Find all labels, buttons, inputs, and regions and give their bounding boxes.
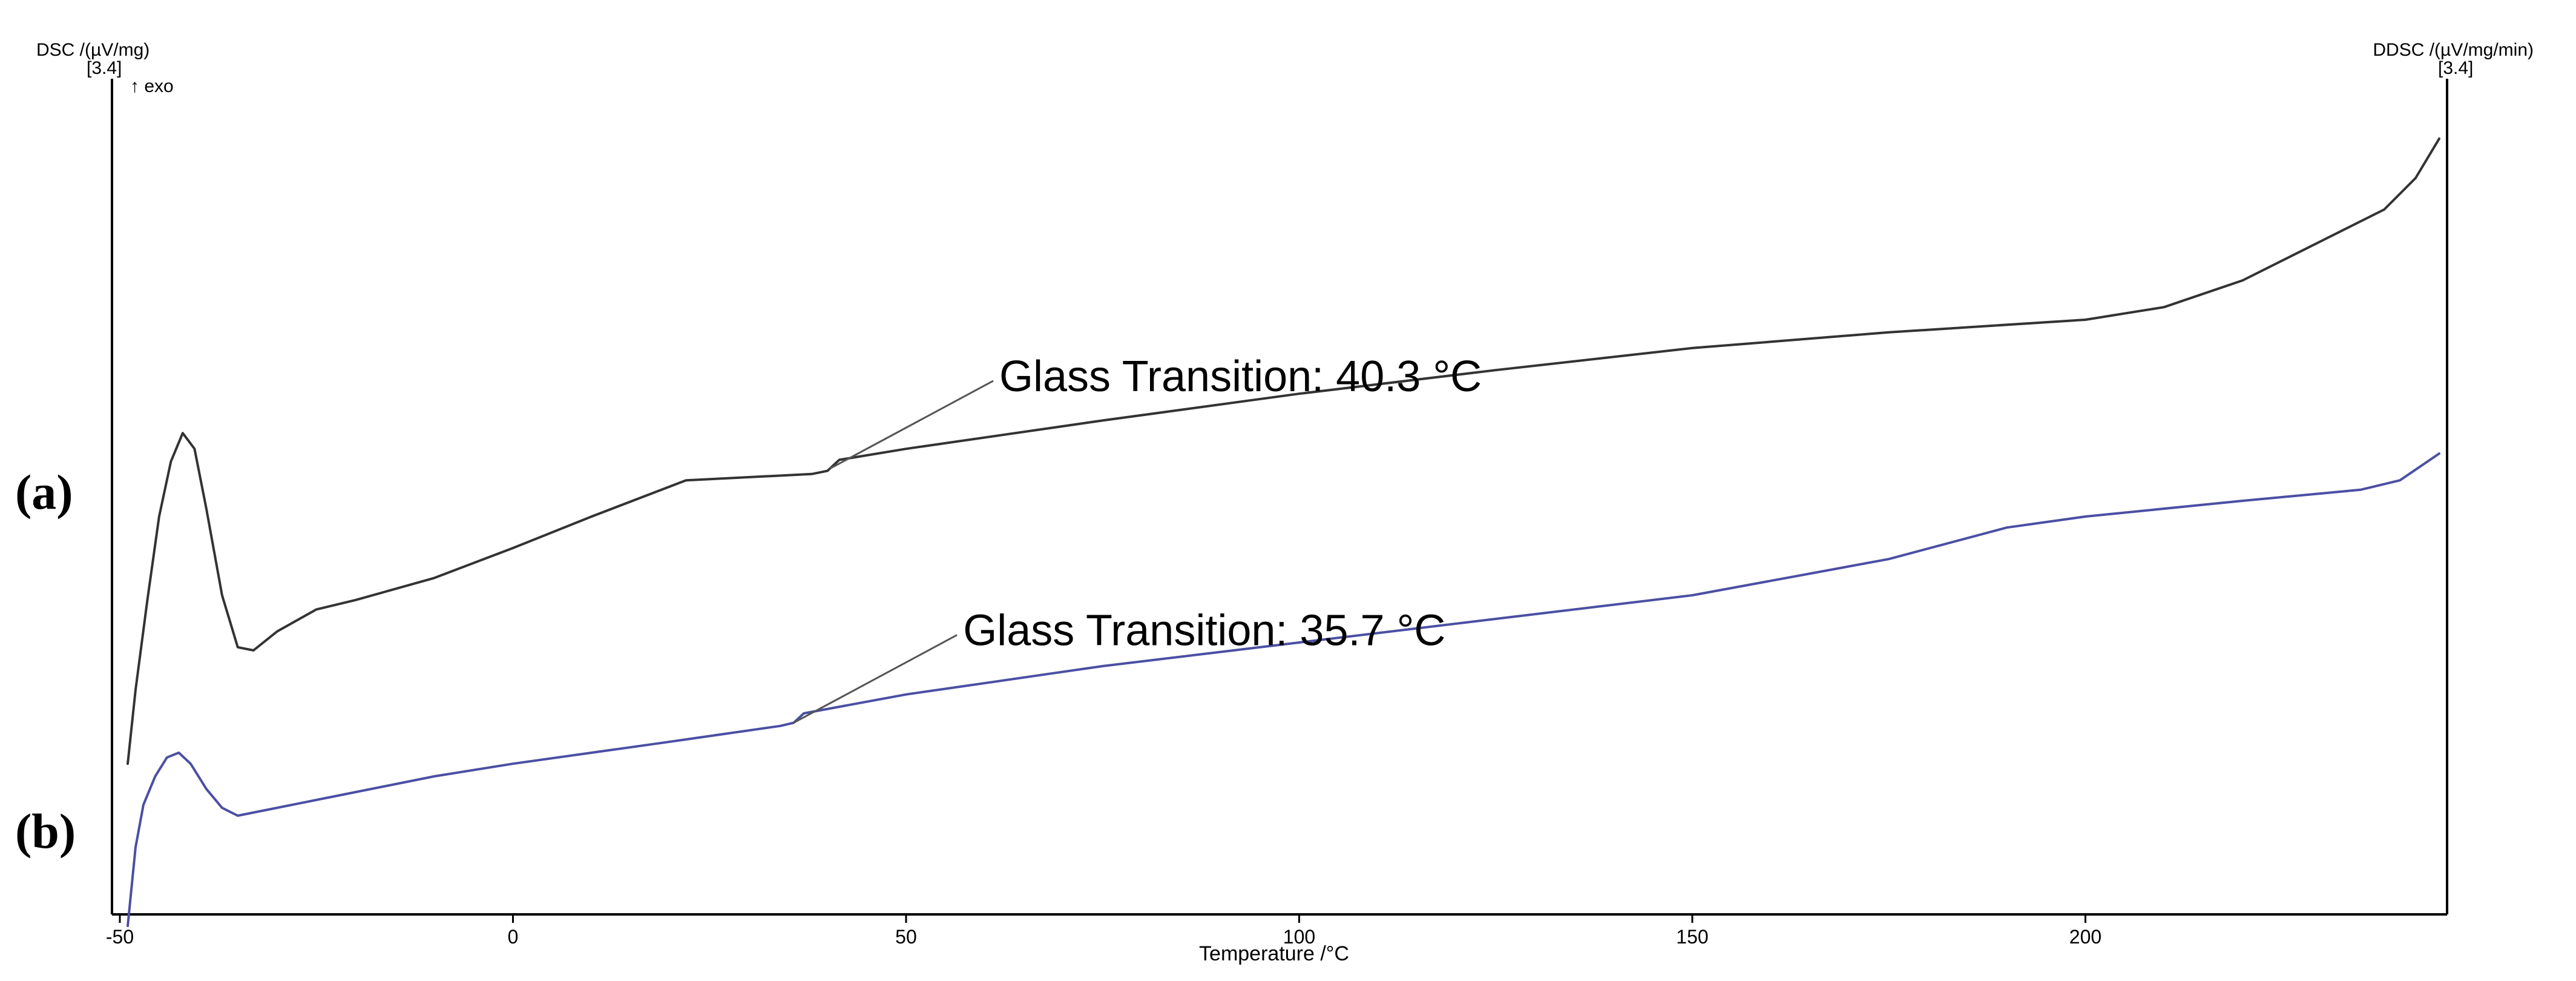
x-axis-ticks: -50 0 50 100 150 200 bbox=[106, 914, 2101, 948]
left-axis-scale: [3.4] bbox=[87, 58, 122, 78]
right-axis-scale: [3.4] bbox=[2438, 58, 2473, 78]
x-tick-label-4: 150 bbox=[1676, 926, 1708, 948]
series-layer bbox=[126, 137, 2440, 927]
series-line-b bbox=[126, 452, 2440, 927]
x-tick-label-3: 100 bbox=[1283, 926, 1315, 948]
panel-label-b: (b) bbox=[15, 804, 76, 859]
x-tick-label-5: 200 bbox=[2069, 926, 2101, 948]
annotation-layer: Glass Transition: 40.3 °C Glass Transitio… bbox=[793, 352, 1482, 724]
x-tick-label-2: 50 bbox=[895, 926, 917, 948]
panel-label-a: (a) bbox=[15, 464, 73, 520]
annotation-leader-b bbox=[793, 634, 958, 724]
x-tick-label-1: 0 bbox=[508, 926, 519, 948]
annotation-label-b: Glass Transition: 35.7 °C bbox=[963, 607, 1445, 655]
annotation-leader-a bbox=[829, 380, 994, 470]
x-tick-label-0: -50 bbox=[106, 926, 134, 948]
annotation-label-a: Glass Transition: 40.3 °C bbox=[999, 352, 1482, 401]
x-axis-title: Temperature /°C bbox=[1199, 942, 1349, 965]
left-axis-title: DSC /(µV/mg) bbox=[36, 40, 150, 60]
exo-marker: ↑ exo bbox=[130, 76, 174, 96]
right-axis-title: DDSC /(µV/mg/min) bbox=[2373, 40, 2534, 60]
series-line-a bbox=[126, 137, 2440, 765]
